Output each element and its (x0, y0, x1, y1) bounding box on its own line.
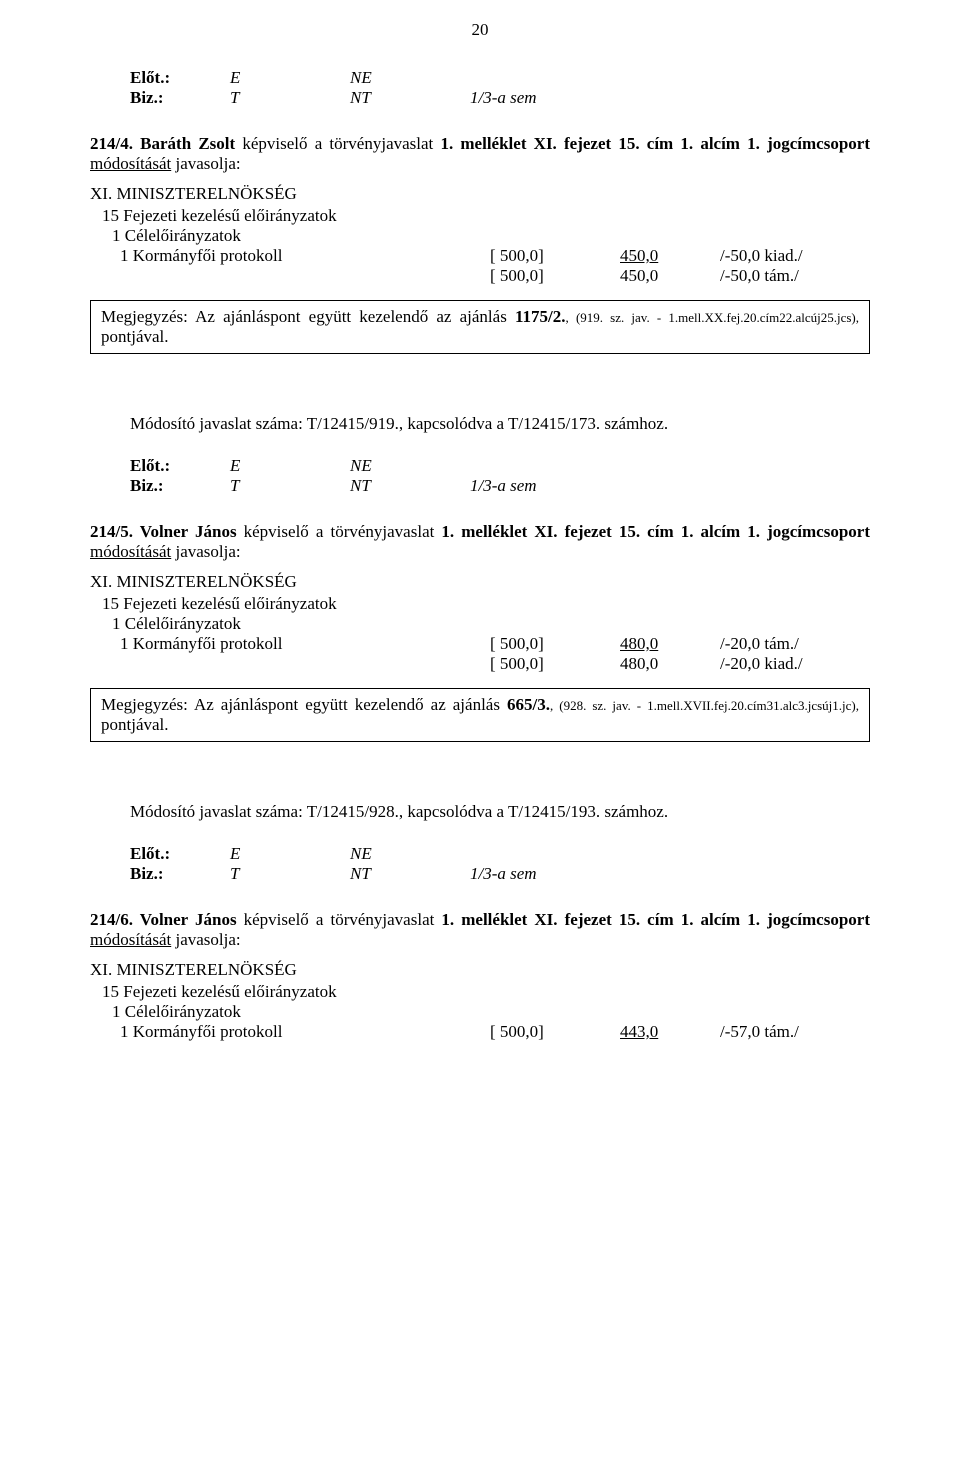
vote-cell: T (230, 476, 350, 496)
allocation-delta: /-50,0 tám./ (720, 266, 870, 286)
allocation-label: 1 Kormányfői protokoll (120, 1022, 490, 1042)
allocation-delta: /-50,0 kiad./ (720, 246, 870, 266)
vote-cell: NT (350, 88, 470, 108)
vote-row: Biz.: T NT 1/3-a sem (130, 864, 870, 884)
proposal-lead: 214/5. Volner János (90, 522, 244, 541)
allocation-delta: /-20,0 kiad./ (720, 654, 870, 674)
vote-row: Előt.: E NE (130, 456, 870, 476)
allocation-delta: /-20,0 tám./ (720, 634, 870, 654)
allocation-new: 480,0 (620, 634, 720, 654)
allocation-original: [ 500,0] (490, 654, 620, 674)
note-box: Megjegyzés: Az ajánláspont együtt kezele… (90, 300, 870, 354)
vote-cell: NE (350, 456, 470, 476)
allocation-label (120, 266, 490, 286)
vote-row: Előt.: E NE (130, 68, 870, 88)
allocation-new: 450,0 (620, 266, 720, 286)
note-detail: , (928. sz. jav. - 1.mell.XVII.fej.20.cí… (550, 698, 859, 713)
note-text: Megjegyzés: Az ajánláspont együtt kezele… (101, 307, 515, 326)
ministry-name: XI. MINISZTERELNÖKSÉG (90, 572, 870, 592)
allocation-row: 1 Kormányfői protokoll [ 500,0] 450,0 /-… (120, 246, 870, 266)
vote-label: Biz.: (130, 864, 230, 884)
mod-proposal-number: Módosító javaslat száma: T/12415/919., k… (130, 414, 870, 434)
ministry-name: XI. MINISZTERELNÖKSÉG (90, 960, 870, 980)
budget-line: 1 Célelőirányzatok (112, 1002, 870, 1022)
vote-cell: 1/3-a sem (470, 864, 600, 884)
vote-cell (470, 844, 600, 864)
note-ref: 1175/2. (515, 307, 566, 326)
budget-line: 1 Célelőirányzatok (112, 614, 870, 634)
proposal-tail: javasolja: (171, 930, 240, 949)
page-number: 20 (90, 20, 870, 40)
allocation-original: [ 500,0] (490, 246, 620, 266)
proposal-underline: módosítását (90, 542, 171, 561)
proposal-bold: 1. melléklet XI. fejezet 15. cím 1. alcí… (441, 522, 870, 541)
vote-block: Előt.: E NE Biz.: T NT 1/3-a sem (130, 844, 870, 884)
vote-label: Előt.: (130, 844, 230, 864)
vote-cell: T (230, 864, 350, 884)
ministry-name: XI. MINISZTERELNÖKSÉG (90, 184, 870, 204)
budget-line: 1 Célelőirányzatok (112, 226, 870, 246)
allocation-label: 1 Kormányfői protokoll (120, 634, 490, 654)
vote-cell: E (230, 68, 350, 88)
vote-cell: 1/3-a sem (470, 476, 600, 496)
allocation-new: 443,0 (620, 1022, 720, 1042)
proposal-underline: módosítását (90, 154, 171, 173)
vote-cell: E (230, 844, 350, 864)
allocation-new: 450,0 (620, 246, 720, 266)
proposal-text: képviselő a törvényjavaslat (244, 522, 442, 541)
proposal-heading: 214/4. Baráth Zsolt képviselő a törvényj… (90, 134, 870, 174)
budget-line: 15 Fejezeti kezelésű előirányzatok (102, 206, 870, 226)
proposal-bold: 1. melléklet XI. fejezet 15. cím 1. alcí… (440, 134, 870, 153)
budget-line: 15 Fejezeti kezelésű előirányzatok (102, 982, 870, 1002)
vote-cell: NE (350, 844, 470, 864)
proposal-lead: 214/4. Baráth Zsolt (90, 134, 242, 153)
allocation-label (120, 654, 490, 674)
vote-cell: E (230, 456, 350, 476)
proposal-text: képviselő a törvényjavaslat (242, 134, 440, 153)
proposal-heading: 214/5. Volner János képviselő a törvényj… (90, 522, 870, 562)
note-ref: 665/3. (507, 695, 550, 714)
allocation-original: [ 500,0] (490, 1022, 620, 1042)
vote-label: Biz.: (130, 476, 230, 496)
mod-proposal-number: Módosító javaslat száma: T/12415/928., k… (130, 802, 870, 822)
allocation-original: [ 500,0] (490, 266, 620, 286)
note-box: Megjegyzés: Az ajánláspont együtt kezele… (90, 688, 870, 742)
budget-line: 15 Fejezeti kezelésű előirányzatok (102, 594, 870, 614)
proposal-underline: módosítását (90, 930, 171, 949)
proposal-tail: javasolja: (171, 542, 240, 561)
vote-row: Biz.: T NT 1/3-a sem (130, 88, 870, 108)
vote-cell: NE (350, 68, 470, 88)
allocation-delta: /-57,0 tám./ (720, 1022, 870, 1042)
note-text: Megjegyzés: Az ajánláspont együtt kezele… (101, 695, 507, 714)
allocation-row: [ 500,0] 450,0 /-50,0 tám./ (120, 266, 870, 286)
vote-cell: NT (350, 864, 470, 884)
allocation-row: [ 500,0] 480,0 /-20,0 kiad./ (120, 654, 870, 674)
allocation-label: 1 Kormányfői protokoll (120, 246, 490, 266)
vote-cell: NT (350, 476, 470, 496)
allocation-row: 1 Kormányfői protokoll [ 500,0] 480,0 /-… (120, 634, 870, 654)
document-page: 20 Előt.: E NE Biz.: T NT 1/3-a sem 214/… (0, 0, 960, 1466)
vote-block: Előt.: E NE Biz.: T NT 1/3-a sem (130, 456, 870, 496)
proposal-lead: 214/6. Volner János (90, 910, 244, 929)
vote-row: Előt.: E NE (130, 844, 870, 864)
proposal-tail: javasolja: (171, 154, 240, 173)
vote-label: Biz.: (130, 88, 230, 108)
note-detail: , (919. sz. jav. - 1.mell.XX.fej.20.cím2… (566, 310, 859, 325)
allocation-new: 480,0 (620, 654, 720, 674)
proposal-text: képviselő a törvényjavaslat (244, 910, 442, 929)
vote-cell (470, 68, 600, 88)
allocation-row: 1 Kormányfői protokoll [ 500,0] 443,0 /-… (120, 1022, 870, 1042)
note-tail: pontjával. (101, 327, 169, 346)
proposal-heading: 214/6. Volner János képviselő a törvényj… (90, 910, 870, 950)
vote-label: Előt.: (130, 68, 230, 88)
vote-label: Előt.: (130, 456, 230, 476)
note-tail: pontjával. (101, 715, 169, 734)
vote-cell: T (230, 88, 350, 108)
allocation-original: [ 500,0] (490, 634, 620, 654)
vote-cell: 1/3-a sem (470, 88, 600, 108)
proposal-bold: 1. melléklet XI. fejezet 15. cím 1. alcí… (441, 910, 870, 929)
vote-block: Előt.: E NE Biz.: T NT 1/3-a sem (130, 68, 870, 108)
vote-cell (470, 456, 600, 476)
vote-row: Biz.: T NT 1/3-a sem (130, 476, 870, 496)
